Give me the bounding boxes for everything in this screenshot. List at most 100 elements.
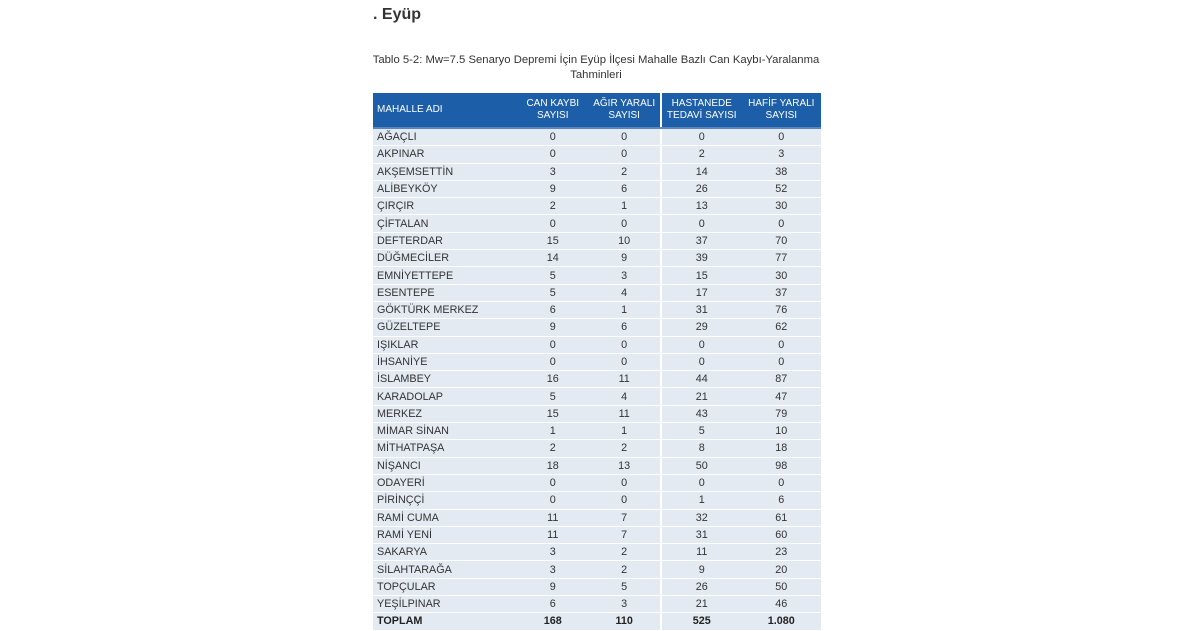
table-row: SİLAHTARAĞA 3 2 9 20: [373, 560, 821, 579]
section-heading: . Eyüp: [373, 6, 422, 23]
hastanede-cell: 0: [659, 214, 742, 233]
mahalle-cell: AKŞEMSETTİN: [373, 163, 518, 181]
agir-yarali-cell: 1: [588, 301, 661, 320]
agir-yarali-cell: 11: [588, 370, 661, 389]
can-kaybi-cell: 14: [517, 249, 589, 268]
can-kaybi-cell: 0: [517, 214, 589, 233]
mahalle-cell: EMNİYETTEPE: [373, 266, 518, 285]
mahalle-cell: GÜZELTEPE: [373, 318, 518, 337]
can-kaybi-cell: 18: [517, 457, 589, 475]
agir-yarali-cell: 7: [588, 509, 661, 527]
hastanede-cell: 1: [659, 491, 742, 510]
mahalle-cell: NİŞANCI: [373, 457, 518, 475]
hastanede-cell: 21: [659, 387, 742, 406]
can-kaybi-cell: 0: [517, 128, 589, 147]
hafif-yarali-cell: 50: [741, 578, 821, 597]
can-kaybi-cell: 16: [517, 370, 589, 389]
agir-yarali-cell: 5: [588, 578, 661, 597]
hastanede-cell: 0: [659, 474, 742, 493]
hafif-yarali-cell: 0: [741, 128, 821, 147]
hafif-yarali-cell: 60: [741, 526, 821, 545]
hafif-yarali-cell: 62: [741, 318, 821, 337]
agir-yarali-cell: 11: [588, 405, 661, 424]
hafif-yarali-cell: 1.080: [741, 612, 821, 631]
can-kaybi-cell: 15: [517, 232, 589, 251]
table-row: ALİBEYKÖY 9 6 26 52: [373, 180, 821, 199]
agir-yarali-cell: 0: [588, 145, 661, 164]
agir-yarali-cell: 13: [588, 457, 661, 475]
table-row: DÜĞMECİLER 14 9 39 77: [373, 249, 821, 268]
hastanede-cell: 17: [659, 284, 742, 302]
hafif-yarali-cell: 0: [741, 474, 821, 493]
mahalle-cell: AKPINAR: [373, 145, 518, 164]
table-row: AĞAÇLI 0 0 0 0: [373, 128, 821, 147]
hafif-yarali-cell: 37: [741, 284, 821, 302]
mahalle-cell: YEŞİLPINAR: [373, 595, 518, 614]
hastanede-cell: 50: [659, 457, 742, 475]
table-row: AKPINAR 0 0 2 3: [373, 145, 821, 164]
hafif-yarali-cell: 52: [741, 180, 821, 199]
mahalle-cell: SİLAHTARAĞA: [373, 560, 518, 579]
table-row: DEFTERDAR 15 10 37 70: [373, 232, 821, 251]
agir-yarali-cell: 7: [588, 526, 661, 545]
hastanede-cell: 21: [659, 595, 742, 614]
can-kaybi-cell: 3: [517, 543, 589, 562]
can-kaybi-cell: 2: [517, 197, 589, 216]
table-row: AKŞEMSETTİN 3 2 14 38: [373, 163, 821, 181]
col-hafif-yarali: HAFİF YARALI SAYISI: [741, 93, 821, 129]
table-row: MERKEZ 15 11 43 79: [373, 405, 821, 424]
hafif-yarali-cell: 70: [741, 232, 821, 251]
agir-yarali-cell: 2: [588, 543, 661, 562]
agir-yarali-cell: 2: [588, 439, 661, 458]
hastanede-cell: 37: [659, 232, 742, 251]
agir-yarali-cell: 0: [588, 353, 661, 372]
table-row: TOPÇULAR 9 5 26 50: [373, 578, 821, 597]
hafif-yarali-cell: 10: [741, 422, 821, 441]
table-row: MİTHATPAŞA 2 2 8 18: [373, 439, 821, 458]
table-row: GÖKTÜRK MERKEZ 6 1 31 76: [373, 301, 821, 320]
mahalle-cell: ODAYERİ: [373, 474, 518, 493]
can-kaybi-cell: 6: [517, 301, 589, 320]
hastanede-cell: 13: [659, 197, 742, 216]
can-kaybi-cell: 15: [517, 405, 589, 424]
table-row: ÇİFTALAN 0 0 0 0: [373, 214, 821, 233]
hafif-yarali-cell: 0: [741, 353, 821, 372]
table-row: YEŞİLPINAR 6 3 21 46: [373, 595, 821, 614]
hafif-yarali-cell: 46: [741, 595, 821, 614]
hafif-yarali-cell: 79: [741, 405, 821, 424]
hafif-yarali-cell: 76: [741, 301, 821, 320]
casualty-table: MAHALLE ADI CAN KAYBI SAYISI AĞIR YARALI…: [373, 93, 821, 631]
hafif-yarali-cell: 87: [741, 370, 821, 389]
hastanede-cell: 0: [659, 353, 742, 372]
hastanede-cell: 32: [659, 509, 742, 527]
hafif-yarali-cell: 77: [741, 249, 821, 268]
hastanede-cell: 26: [659, 578, 742, 597]
hafif-yarali-cell: 61: [741, 509, 821, 527]
hastanede-cell: 5: [659, 422, 742, 441]
mahalle-cell: ESENTEPE: [373, 284, 518, 302]
mahalle-cell: RAMİ CUMA: [373, 509, 518, 527]
table-row: İSLAMBEY 16 11 44 87: [373, 370, 821, 389]
hastanede-cell: 8: [659, 439, 742, 458]
agir-yarali-cell: 10: [588, 232, 661, 251]
hafif-yarali-cell: 30: [741, 266, 821, 285]
can-kaybi-cell: 2: [517, 439, 589, 458]
can-kaybi-cell: 3: [517, 163, 589, 181]
mahalle-cell: IŞIKLAR: [373, 336, 518, 354]
mahalle-cell: AĞAÇLI: [373, 128, 518, 147]
can-kaybi-cell: 9: [517, 578, 589, 597]
hafif-yarali-cell: 18: [741, 439, 821, 458]
table-row: GÜZELTEPE 9 6 29 62: [373, 318, 821, 337]
mahalle-cell: MERKEZ: [373, 405, 518, 424]
table-row: İHSANİYE 0 0 0 0: [373, 353, 821, 372]
hastanede-cell: 14: [659, 163, 742, 181]
mahalle-cell: İHSANİYE: [373, 353, 518, 372]
mahalle-cell: ÇIRÇIR: [373, 197, 518, 216]
agir-yarali-cell: 0: [588, 336, 661, 354]
hastanede-cell: 9: [659, 560, 742, 579]
can-kaybi-cell: 9: [517, 318, 589, 337]
mahalle-cell: SAKARYA: [373, 543, 518, 562]
hafif-yarali-cell: 3: [741, 145, 821, 164]
hafif-yarali-cell: 6: [741, 491, 821, 510]
hafif-yarali-cell: 38: [741, 163, 821, 181]
